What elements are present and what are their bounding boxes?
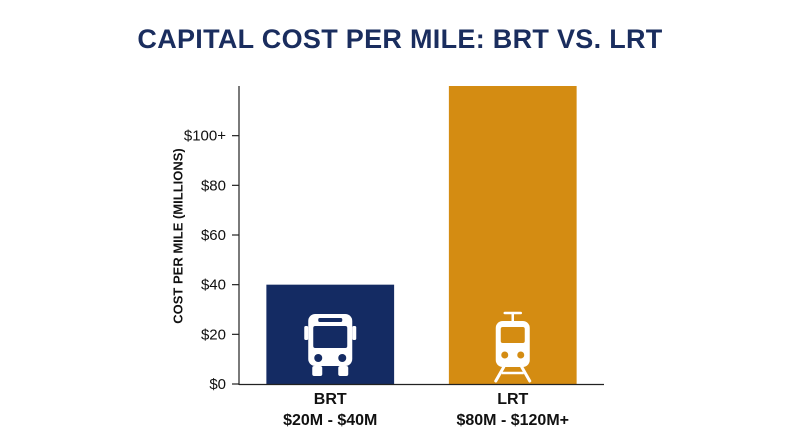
y-tick-label: $60 <box>201 227 226 244</box>
category-label: LRT <box>497 391 528 408</box>
category-range-label: $80M - $120M+ <box>456 412 569 429</box>
y-axis-ticks: $0 $20 $40 $60 $80 $100+ <box>184 128 239 393</box>
bus-icon <box>304 314 357 376</box>
category-range-label: $20M - $40M <box>283 412 377 429</box>
chart-title: CAPITAL COST PER MILE: BRT VS. LRT <box>137 24 663 54</box>
y-tick-label: $20 <box>201 326 226 343</box>
y-tick-label: $100+ <box>184 128 226 145</box>
category-label: BRT <box>314 391 347 408</box>
y-tick-label: $40 <box>201 277 226 294</box>
y-tick-label: $80 <box>201 177 226 194</box>
bar-icons <box>304 311 532 383</box>
train-icon <box>494 311 532 383</box>
y-tick-label: $0 <box>209 376 226 393</box>
category-labels: BRT $20M - $40M LRT $80M - $120M+ <box>283 391 569 429</box>
